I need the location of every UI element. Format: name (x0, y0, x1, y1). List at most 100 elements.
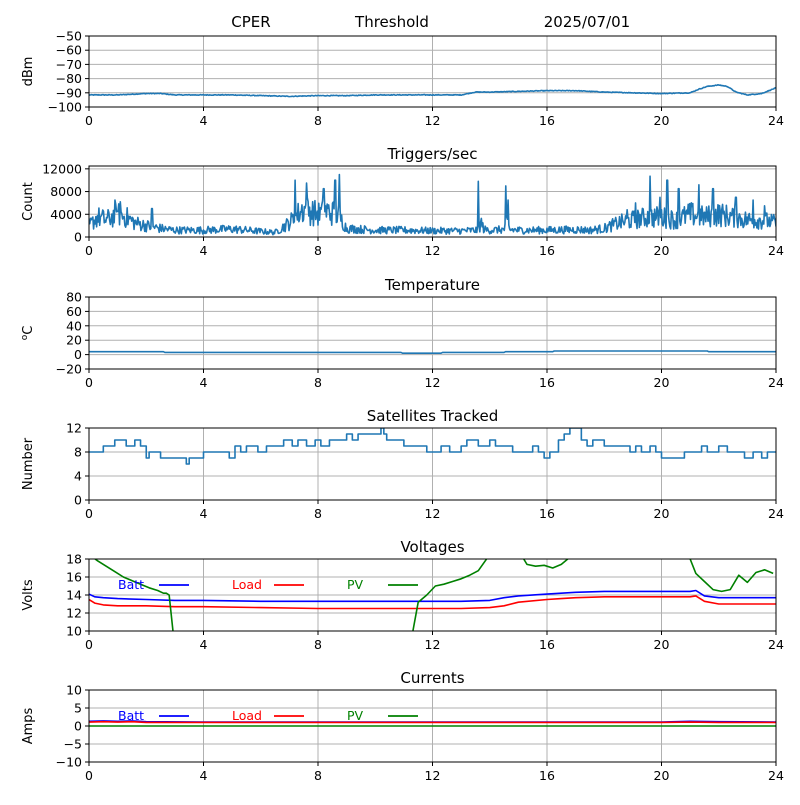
series-line-noise-0 (89, 83, 776, 98)
panel-voltages: 0 4 8 12 16 20 24 10 12 14 16 18 Voltages Volts Batt Lo… (21, 538, 784, 652)
y-tick-label: −5 (64, 737, 82, 752)
legend-label-load: Load (232, 708, 262, 723)
series-line-satellites-0 (89, 428, 776, 465)
series-group (89, 428, 776, 465)
x-tick-label: 8 (314, 637, 322, 652)
x-tick-label: 12 (425, 243, 441, 258)
header-date: 2025/07/01 (544, 13, 630, 31)
x-tick-label: 8 (314, 375, 322, 390)
y-tick-label: 10 (66, 683, 82, 698)
y-tick-label: 14 (66, 588, 82, 603)
panel-currents: 0 4 8 12 16 20 24 −10 −5 0 5 10 Currents Amps Batt Load… (21, 669, 784, 783)
x-tick-label: 4 (200, 243, 208, 258)
panel-title: Triggers/sec (387, 145, 478, 163)
x-tick-label: 20 (654, 506, 670, 521)
y-axis-label: Count (21, 182, 36, 221)
x-tick-label: 8 (314, 768, 322, 783)
y-tick-label: −80 (56, 71, 82, 86)
x-tick-label: 12 (425, 637, 441, 652)
y-tick-label: −100 (48, 100, 82, 115)
y-tick-label: −50 (56, 29, 82, 44)
x-tick-label: 24 (768, 768, 784, 783)
y-tick-label: 4000 (50, 207, 82, 222)
x-tick-label: 12 (425, 375, 441, 390)
y-tick-label: 20 (66, 333, 82, 348)
panel-noise: 0 4 8 12 16 20 24 −100−90−80−70−60−50 dBm (21, 29, 784, 129)
x-tick-label: 4 (200, 375, 208, 390)
series-line-voltages-pv (93, 559, 774, 631)
legend-label-batt: Batt (118, 708, 144, 723)
x-tick-label: 24 (768, 637, 784, 652)
y-tick-label: 80 (66, 290, 82, 305)
x-tick-label: 4 (200, 637, 208, 652)
series-group (89, 173, 776, 236)
x-tick-label: 24 (768, 506, 784, 521)
y-tick-label: 0 (74, 347, 82, 362)
panel-title: Voltages (400, 538, 464, 556)
panel-title: Currents (400, 669, 464, 687)
x-tick-label: 0 (85, 243, 93, 258)
x-tick-label: 8 (314, 113, 322, 128)
x-tick-label: 8 (314, 506, 322, 521)
x-tick-label: 4 (200, 768, 208, 783)
x-tick-label: 16 (539, 113, 555, 128)
y-tick-label: 40 (66, 318, 82, 333)
series-group (89, 559, 776, 631)
x-tick-label: 24 (768, 375, 784, 390)
y-axis-label: Amps (21, 707, 36, 744)
y-tick-label: 0 (74, 230, 82, 245)
y-tick-label: 0 (74, 493, 82, 508)
y-axis-label: Volts (21, 579, 36, 611)
y-tick-label: −10 (56, 755, 82, 770)
series-line-currents-load (89, 720, 776, 724)
y-tick-label: 0 (74, 719, 82, 734)
y-tick-label: −70 (56, 57, 82, 72)
y-axis-label: Number (21, 437, 36, 490)
series-line-voltages-load (89, 595, 776, 610)
x-tick-label: 16 (539, 506, 555, 521)
x-tick-label: 20 (654, 113, 670, 128)
panel-satellites: 0 4 8 12 16 20 24 0 4 8 12 Satellites Tracked Number (21, 407, 784, 521)
y-axis-label: oC (20, 326, 36, 341)
x-tick-label: 4 (200, 506, 208, 521)
y-tick-label: 4 (74, 469, 82, 484)
x-tick-label: 8 (314, 243, 322, 258)
header-mode: Threshold (354, 13, 429, 31)
x-tick-label: 12 (425, 768, 441, 783)
y-tick-label: 60 (66, 304, 82, 319)
x-tick-label: 16 (539, 637, 555, 652)
x-tick-label: 20 (654, 375, 670, 390)
x-tick-label: 4 (200, 113, 208, 128)
x-tick-label: 20 (654, 637, 670, 652)
series-line-temperature-0 (89, 350, 776, 354)
series-group (89, 83, 776, 98)
y-tick-label: 8000 (50, 184, 82, 199)
x-tick-label: 0 (85, 768, 93, 783)
x-tick-label: 0 (85, 637, 93, 652)
series-line-triggers-0 (89, 173, 776, 236)
series-group (89, 350, 776, 354)
x-tick-label: 24 (768, 243, 784, 258)
x-tick-label: 16 (539, 243, 555, 258)
header-site: CPER (231, 13, 270, 31)
y-tick-label: 5 (74, 701, 82, 716)
x-tick-label: 0 (85, 506, 93, 521)
y-tick-label: 12 (66, 606, 82, 621)
x-tick-label: 0 (85, 375, 93, 390)
series-group (89, 720, 776, 727)
y-tick-label: −90 (56, 85, 82, 100)
y-tick-label: 12 (66, 421, 82, 436)
y-tick-label: 18 (66, 552, 82, 567)
panel-title: Satellites Tracked (367, 407, 498, 425)
legend-label-pv: PV (347, 708, 364, 723)
y-tick-label: 10 (66, 624, 82, 639)
x-tick-label: 20 (654, 768, 670, 783)
y-tick-label: 12000 (42, 161, 82, 176)
series-line-voltages-batt (89, 589, 776, 603)
x-tick-label: 20 (654, 243, 670, 258)
y-axis-label: dBm (21, 57, 36, 87)
x-tick-label: 12 (425, 113, 441, 128)
